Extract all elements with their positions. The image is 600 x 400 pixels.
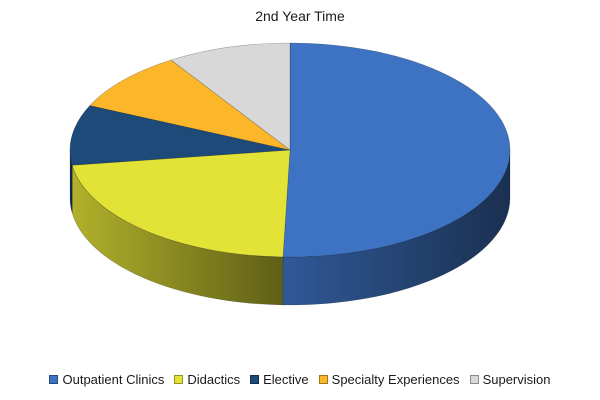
legend-swatch <box>250 375 260 384</box>
legend-item-elective: Elective <box>250 372 309 387</box>
legend-swatch <box>174 375 184 384</box>
legend-swatch <box>318 375 328 384</box>
pie-slice-supervision <box>170 42 291 151</box>
pie-chart-plot <box>69 42 511 306</box>
pie-slice-specialty-experiences <box>89 59 291 151</box>
legend-label: Outpatient Clinics <box>62 372 165 387</box>
legend-label: Elective <box>263 372 309 387</box>
chart-legend: Outpatient Clinics Didactics Elective Speci… <box>0 372 600 387</box>
legend-item-specialty-experiences: Specialty Experiences <box>318 372 460 387</box>
legend-swatch <box>49 375 59 384</box>
pie-slice-didactics <box>71 149 291 258</box>
legend-label: Supervision <box>482 372 551 387</box>
legend-swatch <box>469 375 479 384</box>
chart-title: 2nd Year Time <box>255 8 345 24</box>
legend-item-outpatient-clinics: Outpatient Clinics <box>49 372 164 387</box>
legend-label: Didactics <box>187 372 241 387</box>
pie-slice-outpatient-clinics <box>282 42 511 258</box>
pie-slice-elective <box>69 105 291 166</box>
legend-label: Specialty Experiences <box>331 372 460 387</box>
legend-item-supervision: Supervision <box>469 372 551 387</box>
legend-item-didactics: Didactics <box>174 372 240 387</box>
